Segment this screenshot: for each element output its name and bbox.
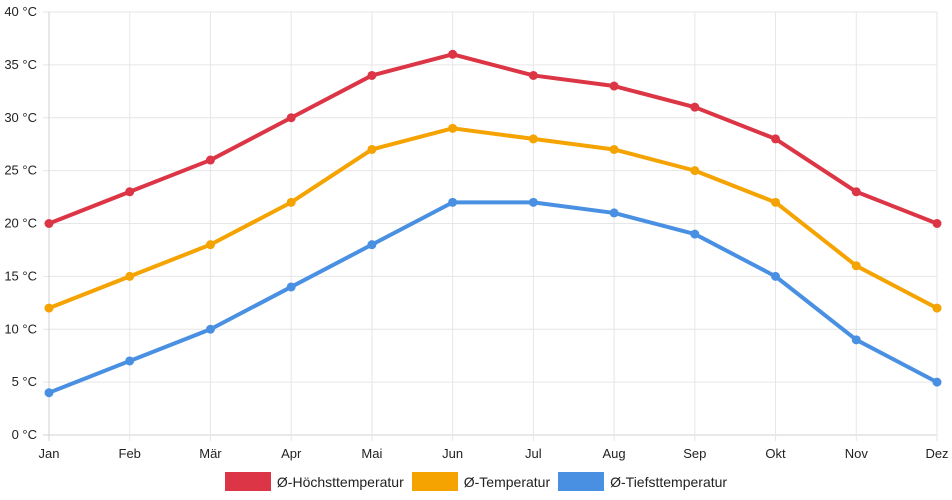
legend-label-hoechsttemperatur: Ø-Höchsttemperatur <box>276 473 404 490</box>
series-line-hochsttemperatur <box>47 52 939 226</box>
y-tick-label: 10 °C <box>4 321 37 336</box>
x-tick-label: Aug <box>603 446 626 461</box>
data-point-tiefsttemperatur[interactable] <box>690 229 700 239</box>
legend-item-temperatur[interactable]: Ø-Temperatur <box>411 472 551 491</box>
data-point-temperatur[interactable] <box>528 134 538 144</box>
data-point-tiefsttemperatur[interactable] <box>932 377 942 387</box>
data-point-tiefsttemperatur[interactable] <box>771 271 781 281</box>
data-point-hochsttemperatur[interactable] <box>851 187 861 197</box>
legend-label-temperatur: Ø-Temperatur <box>463 473 551 490</box>
chart-legend: Ø-Höchsttemperatur Ø-Temperatur Ø-Tiefst… <box>0 472 952 491</box>
chart-plot: 0 °C 5 °C 10 °C 15 °C 20 °C 25 °C 30 °C 35 °C 40… <box>4 4 948 461</box>
y-tick-label: 15 °C <box>4 268 37 283</box>
data-point-hochsttemperatur[interactable] <box>286 113 296 123</box>
data-point-tiefsttemperatur[interactable] <box>125 356 135 366</box>
legend-swatch-hoechsttemperatur <box>224 472 271 491</box>
legend-swatch-temperatur <box>411 472 458 491</box>
legend-label-tiefsttemperatur: Ø-Tiefsttemperatur <box>610 473 728 490</box>
x-tick-label: Jun <box>442 446 463 461</box>
data-point-temperatur[interactable] <box>609 144 619 154</box>
data-point-temperatur[interactable] <box>205 240 215 250</box>
data-point-hochsttemperatur[interactable] <box>125 187 135 197</box>
data-point-temperatur[interactable] <box>44 303 54 313</box>
y-tick-label: 5 °C <box>12 374 37 389</box>
data-point-hochsttemperatur[interactable] <box>932 219 942 228</box>
x-tick-label: Jan <box>39 446 60 461</box>
data-point-temperatur[interactable] <box>125 271 135 281</box>
data-point-tiefsttemperatur[interactable] <box>851 335 861 345</box>
y-tick-label: 40 °C <box>4 4 37 19</box>
x-tick-label: Jul <box>525 446 542 461</box>
y-tick-label: 20 °C <box>4 216 37 231</box>
data-point-hochsttemperatur[interactable] <box>205 155 215 165</box>
series-line-temperatur <box>47 126 939 311</box>
data-point-tiefsttemperatur[interactable] <box>609 208 619 218</box>
x-tick-label: Dez <box>925 446 948 461</box>
data-point-temperatur[interactable] <box>932 303 942 313</box>
y-tick-label: 30 °C <box>4 110 37 125</box>
data-point-hochsttemperatur[interactable] <box>528 70 538 80</box>
data-point-temperatur[interactable] <box>851 261 861 271</box>
data-point-hochsttemperatur[interactable] <box>771 134 781 144</box>
y-tick-label: 35 °C <box>4 57 37 72</box>
x-tick-label: Mai <box>361 446 382 461</box>
data-point-tiefsttemperatur[interactable] <box>205 324 215 334</box>
x-tick-label: Mär <box>199 446 222 461</box>
data-point-temperatur[interactable] <box>448 123 458 133</box>
x-tick-label: Sep <box>683 446 706 461</box>
data-point-temperatur[interactable] <box>367 144 377 154</box>
data-point-temperatur[interactable] <box>690 166 700 176</box>
data-point-tiefsttemperatur[interactable] <box>286 282 296 292</box>
x-tick-label: Nov <box>845 446 869 461</box>
x-tick-label: Okt <box>765 446 786 461</box>
y-tick-label: 25 °C <box>4 163 37 178</box>
legend-swatch-tiefsttemperatur <box>558 472 605 491</box>
data-point-temperatur[interactable] <box>286 197 296 207</box>
data-point-tiefsttemperatur[interactable] <box>44 388 54 398</box>
data-point-temperatur[interactable] <box>771 197 781 207</box>
y-tick-label: 0 °C <box>12 427 37 442</box>
data-point-hochsttemperatur[interactable] <box>448 49 458 59</box>
legend-item-tiefsttemperatur[interactable]: Ø-Tiefsttemperatur <box>558 472 727 491</box>
data-point-tiefsttemperatur[interactable] <box>528 197 538 207</box>
data-point-hochsttemperatur[interactable] <box>44 219 54 228</box>
data-point-hochsttemperatur[interactable] <box>690 102 700 112</box>
data-point-tiefsttemperatur[interactable] <box>448 197 458 207</box>
legend-item-hoechsttemperatur[interactable]: Ø-Höchsttemperatur <box>224 472 404 491</box>
series-line-tiefsttemperatur <box>47 200 939 395</box>
data-point-tiefsttemperatur[interactable] <box>367 240 377 250</box>
x-tick-label: Feb <box>119 446 141 461</box>
x-tick-label: Apr <box>281 446 302 461</box>
data-point-hochsttemperatur[interactable] <box>367 70 377 80</box>
data-point-hochsttemperatur[interactable] <box>609 81 619 91</box>
